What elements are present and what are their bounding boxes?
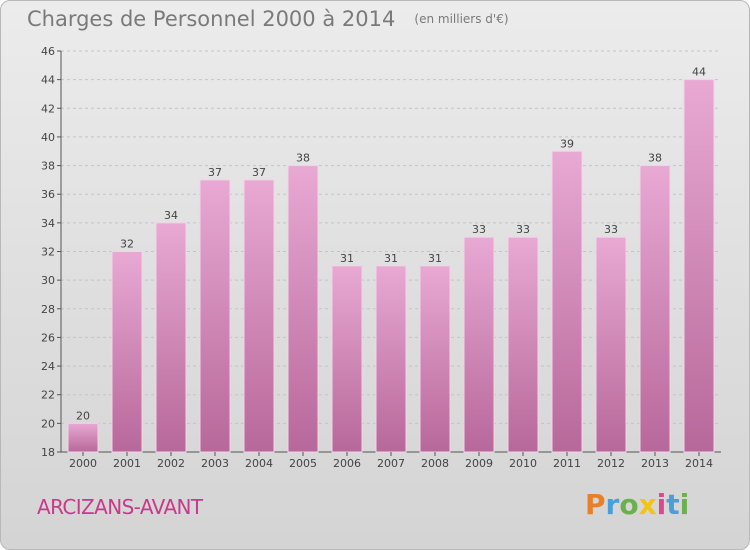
x-tick-label: 2010 <box>509 457 537 470</box>
y-tick-label: 20 <box>41 417 55 430</box>
value-label: 33 <box>472 223 486 236</box>
logo-letter: P <box>585 488 606 521</box>
x-tick-label: 2008 <box>421 457 449 470</box>
x-tick-label: 2001 <box>113 457 141 470</box>
y-tick-label: 28 <box>41 303 55 316</box>
value-label: 37 <box>208 166 222 179</box>
value-label: 38 <box>296 152 310 165</box>
bar-2005 <box>287 165 319 453</box>
x-tick-labels: 2000 2001 2002 2003 2004 2005 2006 2007 2008 2009… <box>69 452 713 470</box>
value-labels: 20 32 34 37 37 38 31 31 31 33 33 39 33 38 44 <box>76 66 706 423</box>
y-tick-label: 44 <box>41 74 55 87</box>
y-tick-labels: 18 20 22 24 26 28 30 32 34 36 38 40 42 44 46 <box>41 45 55 459</box>
value-label: 34 <box>164 209 178 222</box>
bar-2010 <box>507 236 539 453</box>
bar-2014 <box>683 79 715 453</box>
bar-2002 <box>155 222 187 453</box>
value-label: 20 <box>76 409 90 422</box>
y-tick-label: 36 <box>41 188 55 201</box>
y-tick-label: 38 <box>41 160 55 173</box>
value-label: 37 <box>252 166 266 179</box>
y-tick-label: 26 <box>41 331 55 344</box>
value-label: 31 <box>428 252 442 265</box>
x-tick-label: 2013 <box>641 457 669 470</box>
bar-2008 <box>419 265 451 453</box>
logo-letter: t <box>666 488 680 521</box>
location-label: ARCIZANS-AVANT <box>37 495 203 519</box>
x-tick-label: 2009 <box>465 457 493 470</box>
title-row: Charges de Personnel 2000 à 2014 (en mil… <box>27 7 509 31</box>
bar-2006 <box>331 265 363 453</box>
x-tick-label: 2006 <box>333 457 361 470</box>
x-tick-label: 2002 <box>157 457 185 470</box>
value-label: 31 <box>384 252 398 265</box>
proxiti-logo: Proxiti <box>585 488 689 521</box>
x-tick-label: 2011 <box>553 457 581 470</box>
y-tick-label: 30 <box>41 274 55 287</box>
value-label: 33 <box>604 223 618 236</box>
bar-2012 <box>595 236 627 453</box>
y-tick-label: 34 <box>41 217 55 230</box>
x-tick-label: 2012 <box>597 457 625 470</box>
y-tick-label: 42 <box>41 102 55 115</box>
bar-2003 <box>199 179 231 453</box>
x-tick-label: 2005 <box>289 457 317 470</box>
bar-2000 <box>67 422 99 453</box>
chart-subtitle: (en milliers d'€) <box>414 12 509 26</box>
x-tick-label: 2004 <box>245 457 273 470</box>
value-label: 38 <box>648 152 662 165</box>
bar-2001 <box>111 251 143 453</box>
value-label: 31 <box>340 252 354 265</box>
chart-title: Charges de Personnel 2000 à 2014 <box>27 7 396 31</box>
logo-letter: i <box>679 488 690 521</box>
bar-2011 <box>551 150 583 453</box>
logo-letter: o <box>619 488 639 521</box>
x-tick-label: 2007 <box>377 457 405 470</box>
bars <box>67 79 715 453</box>
value-label: 44 <box>692 66 706 79</box>
value-label: 32 <box>120 238 134 251</box>
y-tick-label: 18 <box>41 446 55 459</box>
x-tick-label: 2003 <box>201 457 229 470</box>
bar-2009 <box>463 236 495 453</box>
y-tick-label: 22 <box>41 389 55 402</box>
y-tick-label: 24 <box>41 360 55 373</box>
x-tick-label: 2000 <box>69 457 97 470</box>
y-tick-label: 46 <box>41 45 55 58</box>
value-label: 39 <box>560 137 574 150</box>
value-label: 33 <box>516 223 530 236</box>
logo-letter: i <box>656 488 667 521</box>
logo-letter: r <box>605 488 620 521</box>
y-tick-label: 32 <box>41 246 55 259</box>
x-tick-label: 2014 <box>685 457 713 470</box>
bar-2007 <box>375 265 407 453</box>
bar-2013 <box>639 165 671 453</box>
bar-2004 <box>243 179 275 453</box>
y-tick-label: 40 <box>41 131 55 144</box>
logo-letter: x <box>638 488 657 521</box>
